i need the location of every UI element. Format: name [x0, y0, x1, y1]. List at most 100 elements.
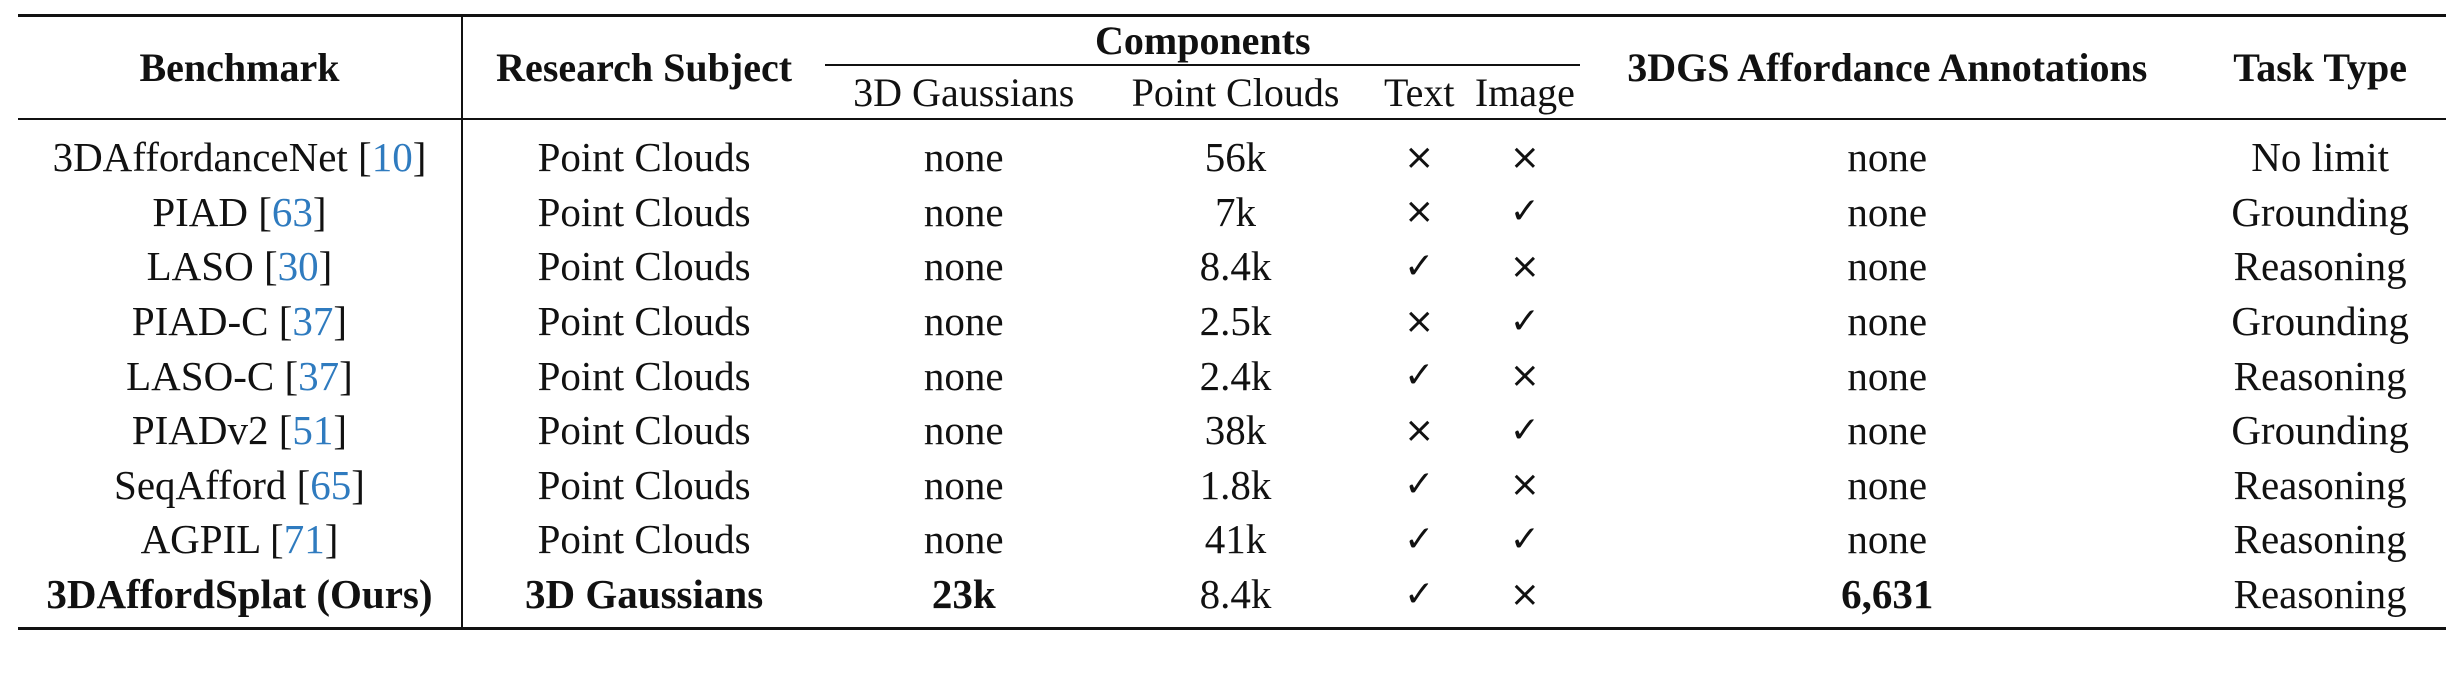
gaussians-cell: none: [923, 134, 1004, 181]
citation-bracket: ]: [318, 243, 333, 290]
header-research-subject: Research Subject: [496, 45, 793, 90]
citation-bracket: ]: [324, 516, 339, 563]
task-type-cell: Reasoning: [2233, 352, 2407, 399]
point-clouds-cell: 2.4k: [1199, 352, 1272, 399]
task-type-cell: Reasoning: [2233, 243, 2407, 290]
research-subject-cell: Point Clouds: [537, 298, 751, 345]
task-type-ours: Reasoning: [2233, 571, 2407, 618]
annotations-cell: none: [1847, 134, 1928, 181]
research-subject-cell: Point Clouds: [537, 352, 751, 399]
citation-link[interactable]: 71: [283, 516, 325, 563]
benchmark-name: SeqAfford [: [114, 461, 311, 508]
annotations-cell: none: [1847, 407, 1928, 454]
citation-link[interactable]: 63: [271, 188, 313, 235]
image-mark-cell: ×: [1509, 245, 1540, 287]
annotations-cell: none: [1847, 352, 1928, 399]
text-mark-cell: ×: [1404, 300, 1435, 342]
task-type-cell: Grounding: [2231, 407, 2409, 454]
image-mark-cell: ✓: [1509, 191, 1540, 233]
research-subject-cell: Point Clouds: [537, 516, 751, 563]
point-clouds-cell: 1.8k: [1199, 461, 1272, 508]
text-mark-cell: ✓: [1404, 245, 1435, 287]
image-mark-cell: ×: [1509, 136, 1540, 178]
image-mark-cell: ✓: [1509, 300, 1540, 342]
benchmark-name: PIADv2 [: [131, 407, 293, 454]
annotations-cell: none: [1847, 298, 1928, 345]
table-row: PIAD-C [37] Point Clouds none 2.5k × ✓ none Gro…: [18, 293, 2446, 349]
text-mark-cell: ×: [1404, 409, 1435, 451]
benchmark-cell: LASO [30]: [18, 239, 463, 294]
image-mark-cell: ×: [1509, 464, 1540, 506]
table-row: LASO [30] Point Clouds none 8.4k ✓ × none Reaso…: [18, 239, 2446, 294]
gaussians-cell: none: [923, 516, 1004, 563]
research-subject-cell: Point Clouds: [537, 461, 751, 508]
table-row: LASO-C [37] Point Clouds none 2.4k ✓ × none Rea…: [18, 348, 2446, 403]
header-point-clouds: Point Clouds: [1131, 69, 1340, 115]
benchmark-name: LASO [: [146, 243, 278, 290]
citation-link[interactable]: 10: [371, 134, 413, 181]
citation-link[interactable]: 37: [298, 352, 340, 399]
benchmark-name: LASO-C [: [126, 352, 299, 399]
benchmark-comparison-table: Benchmark Research Subject Components 3D…: [18, 14, 2446, 630]
annotations-cell: none: [1847, 243, 1928, 290]
image-mark-cell: ✓: [1509, 518, 1540, 560]
table-row: PIADv2 [51] Point Clouds none 38k × ✓ none Grou…: [18, 402, 2446, 458]
annotations-ours: 6,631: [1841, 571, 1934, 618]
point-clouds-cell: 2.5k: [1199, 298, 1272, 345]
image-mark-cell: ×: [1509, 355, 1540, 397]
header-annotations: 3DGS Affordance Annotations: [1627, 45, 2148, 90]
point-clouds-cell: 7k: [1215, 188, 1256, 235]
citation-link[interactable]: 51: [292, 407, 334, 454]
research-subject-ours: 3D Gaussians: [525, 571, 764, 618]
image-mark-ours: ×: [1509, 573, 1540, 615]
header-image: Image: [1474, 69, 1575, 115]
citation-bracket: ]: [339, 352, 353, 399]
table-row: PIAD [63] Point Clouds none 7k × ✓ none Groundi…: [18, 184, 2446, 240]
image-mark-cell: ✓: [1509, 409, 1540, 451]
task-type-cell: Reasoning: [2233, 516, 2407, 563]
point-clouds-cell: 38k: [1204, 407, 1267, 454]
table-row-ours: 3DAffordSplat (Ours) 3D Gaussians 23k 8.4k ✓…: [18, 566, 2446, 629]
text-mark-cell: ×: [1404, 191, 1435, 233]
text-mark-cell: ×: [1404, 136, 1435, 178]
citation-bracket: ]: [412, 134, 427, 181]
header-3d-gaussians: 3D Gaussians: [853, 69, 1075, 115]
benchmark-name: PIAD-C [: [131, 298, 293, 345]
header-row-1: Benchmark Research Subject Components 3D…: [18, 15, 2446, 119]
benchmark-name: AGPIL [: [140, 516, 284, 563]
benchmark-name: PIAD [: [152, 188, 272, 235]
point-clouds-cell: 41k: [1204, 516, 1267, 563]
task-type-cell: Grounding: [2231, 188, 2409, 235]
gaussians-ours: 23k: [931, 571, 996, 618]
point-clouds-ours: 8.4k: [1199, 571, 1272, 618]
point-clouds-cell: 8.4k: [1199, 243, 1272, 290]
table-row: SeqAfford [65] Point Clouds none 1.8k ✓ × none…: [18, 457, 2446, 513]
gaussians-cell: none: [923, 188, 1004, 235]
gaussians-cell: none: [923, 352, 1004, 399]
table-row: 3DAffordanceNet [10] Point Clouds none 56k ×…: [18, 119, 2446, 185]
benchmark-cell: LASO-C [37]: [18, 348, 463, 403]
benchmark-name: 3DAffordanceNet [: [52, 134, 372, 181]
citation-bracket: ]: [351, 461, 365, 508]
citation-link[interactable]: 30: [277, 243, 319, 290]
research-subject-cell: Point Clouds: [537, 243, 751, 290]
gaussians-cell: none: [923, 298, 1004, 345]
task-type-cell: No limit: [2251, 134, 2390, 181]
benchmark-cell: AGPIL [71]: [18, 512, 463, 567]
gaussians-cell: none: [923, 243, 1004, 290]
benchmark-cell: SeqAfford [65]: [18, 457, 463, 513]
text-mark-cell: ✓: [1404, 518, 1435, 560]
annotations-cell: none: [1847, 461, 1928, 508]
header-text: Text: [1383, 69, 1455, 115]
citation-link[interactable]: 65: [310, 461, 352, 508]
annotations-cell: none: [1847, 516, 1928, 563]
benchmark-cell: PIADv2 [51]: [18, 402, 463, 458]
text-mark-cell: ✓: [1404, 464, 1435, 506]
citation-link[interactable]: 37: [292, 298, 334, 345]
text-mark-ours: ✓: [1404, 573, 1435, 615]
header-task-type: Task Type: [2233, 45, 2408, 90]
header-benchmark: Benchmark: [18, 15, 463, 119]
research-subject-cell: Point Clouds: [537, 407, 751, 454]
benchmark-name-ours: 3DAffordSplat (Ours): [18, 566, 463, 629]
